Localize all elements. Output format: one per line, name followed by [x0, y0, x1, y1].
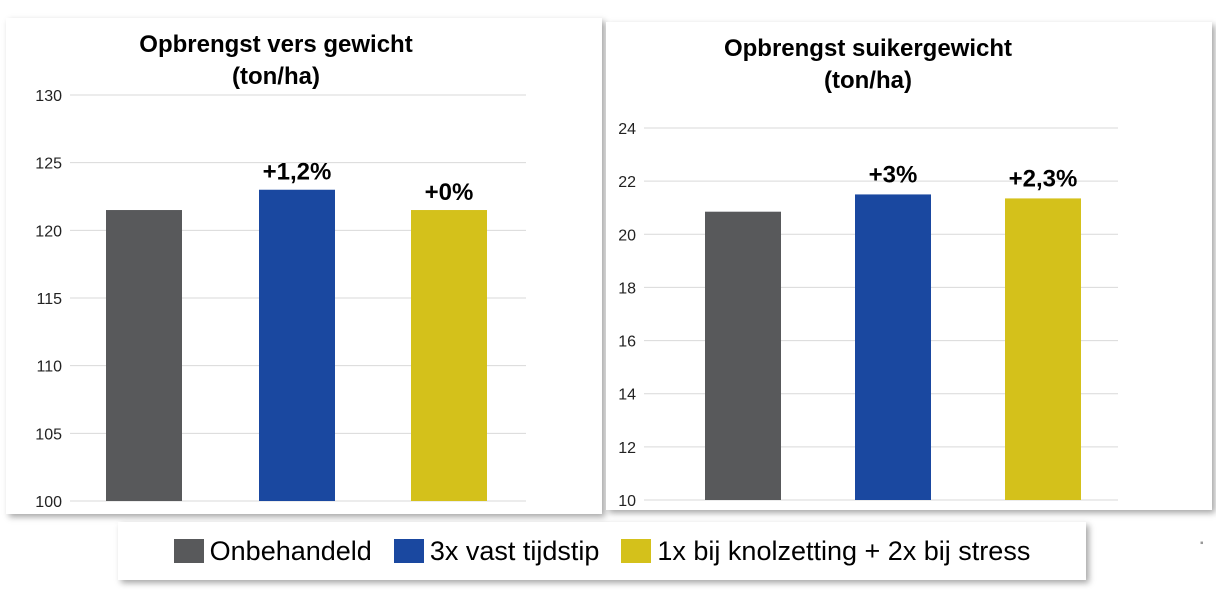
- chart-title: Opbrengst vers gewicht: [139, 31, 412, 58]
- chart-subtitle: (ton/ha): [232, 63, 320, 90]
- bar-1: [705, 211, 781, 500]
- legend-item-untreated: Onbehandeld: [173, 535, 372, 567]
- y-tick-label: 125: [35, 156, 62, 173]
- y-tick-label: 110: [36, 359, 62, 376]
- y-tick-label: 16: [618, 334, 636, 351]
- y-tick-label: 20: [618, 227, 636, 244]
- y-tick-label: 130: [35, 88, 62, 105]
- legend-swatch: [173, 539, 204, 563]
- chart-title: Opbrengst suikergewicht: [724, 35, 1012, 62]
- chart-sugar-weight: Opbrengst suikergewicht (ton/ha) 10 12 14 1…: [618, 35, 1118, 510]
- bar-3: [1005, 198, 1081, 500]
- decorative-dot: ▪: [1200, 538, 1204, 549]
- chart-subtitle: (ton/ha): [824, 67, 912, 94]
- legend-swatch: [393, 539, 424, 563]
- bar-2: [259, 189, 335, 501]
- data-label: +2,3%: [1009, 165, 1078, 192]
- y-tick-label: 22: [618, 174, 636, 191]
- bar-2: [855, 194, 931, 500]
- chart-panel-sugar-weight: Opbrengst suikergewicht (ton/ha) 10 12 14 1…: [606, 22, 1212, 510]
- legend-item-tuber-stress: 1x bij knolzetting + 2x bij stress: [621, 536, 1030, 567]
- bar-1: [106, 210, 182, 502]
- y-tick-label: 14: [618, 387, 636, 404]
- bar-3: [411, 210, 487, 502]
- y-tick-label: 12: [618, 440, 636, 457]
- legend-label: 3x vast tijdstip: [429, 535, 600, 566]
- y-tick-label: 24: [618, 121, 636, 138]
- y-tick-label: 115: [36, 291, 62, 308]
- legend-label: 1x bij knolzetting + 2x bij stress: [657, 535, 1031, 566]
- y-tick-label: 10: [618, 493, 636, 510]
- y-tick-label: 105: [35, 426, 62, 443]
- chart-panel-fresh-weight: Opbrengst vers gewicht (ton/ha) 100 105 11…: [6, 18, 602, 514]
- data-label: +3%: [869, 161, 918, 188]
- legend-label: Onbehandeld: [209, 535, 372, 566]
- y-tick-label: 18: [618, 280, 636, 297]
- data-label: +0%: [425, 179, 474, 206]
- legend-swatch: [621, 539, 652, 563]
- chart-legend: Onbehandeld 3x vast tijdstip 1x bij knol…: [118, 522, 1086, 580]
- y-tick-label: 120: [35, 223, 62, 240]
- chart-fresh-weight: Opbrengst vers gewicht (ton/ha) 100 105 11…: [35, 31, 526, 511]
- legend-item-fixed-time: 3x vast tijdstip: [393, 535, 600, 567]
- y-tick-label: 100: [35, 494, 62, 511]
- data-label: +1,2%: [263, 159, 332, 186]
